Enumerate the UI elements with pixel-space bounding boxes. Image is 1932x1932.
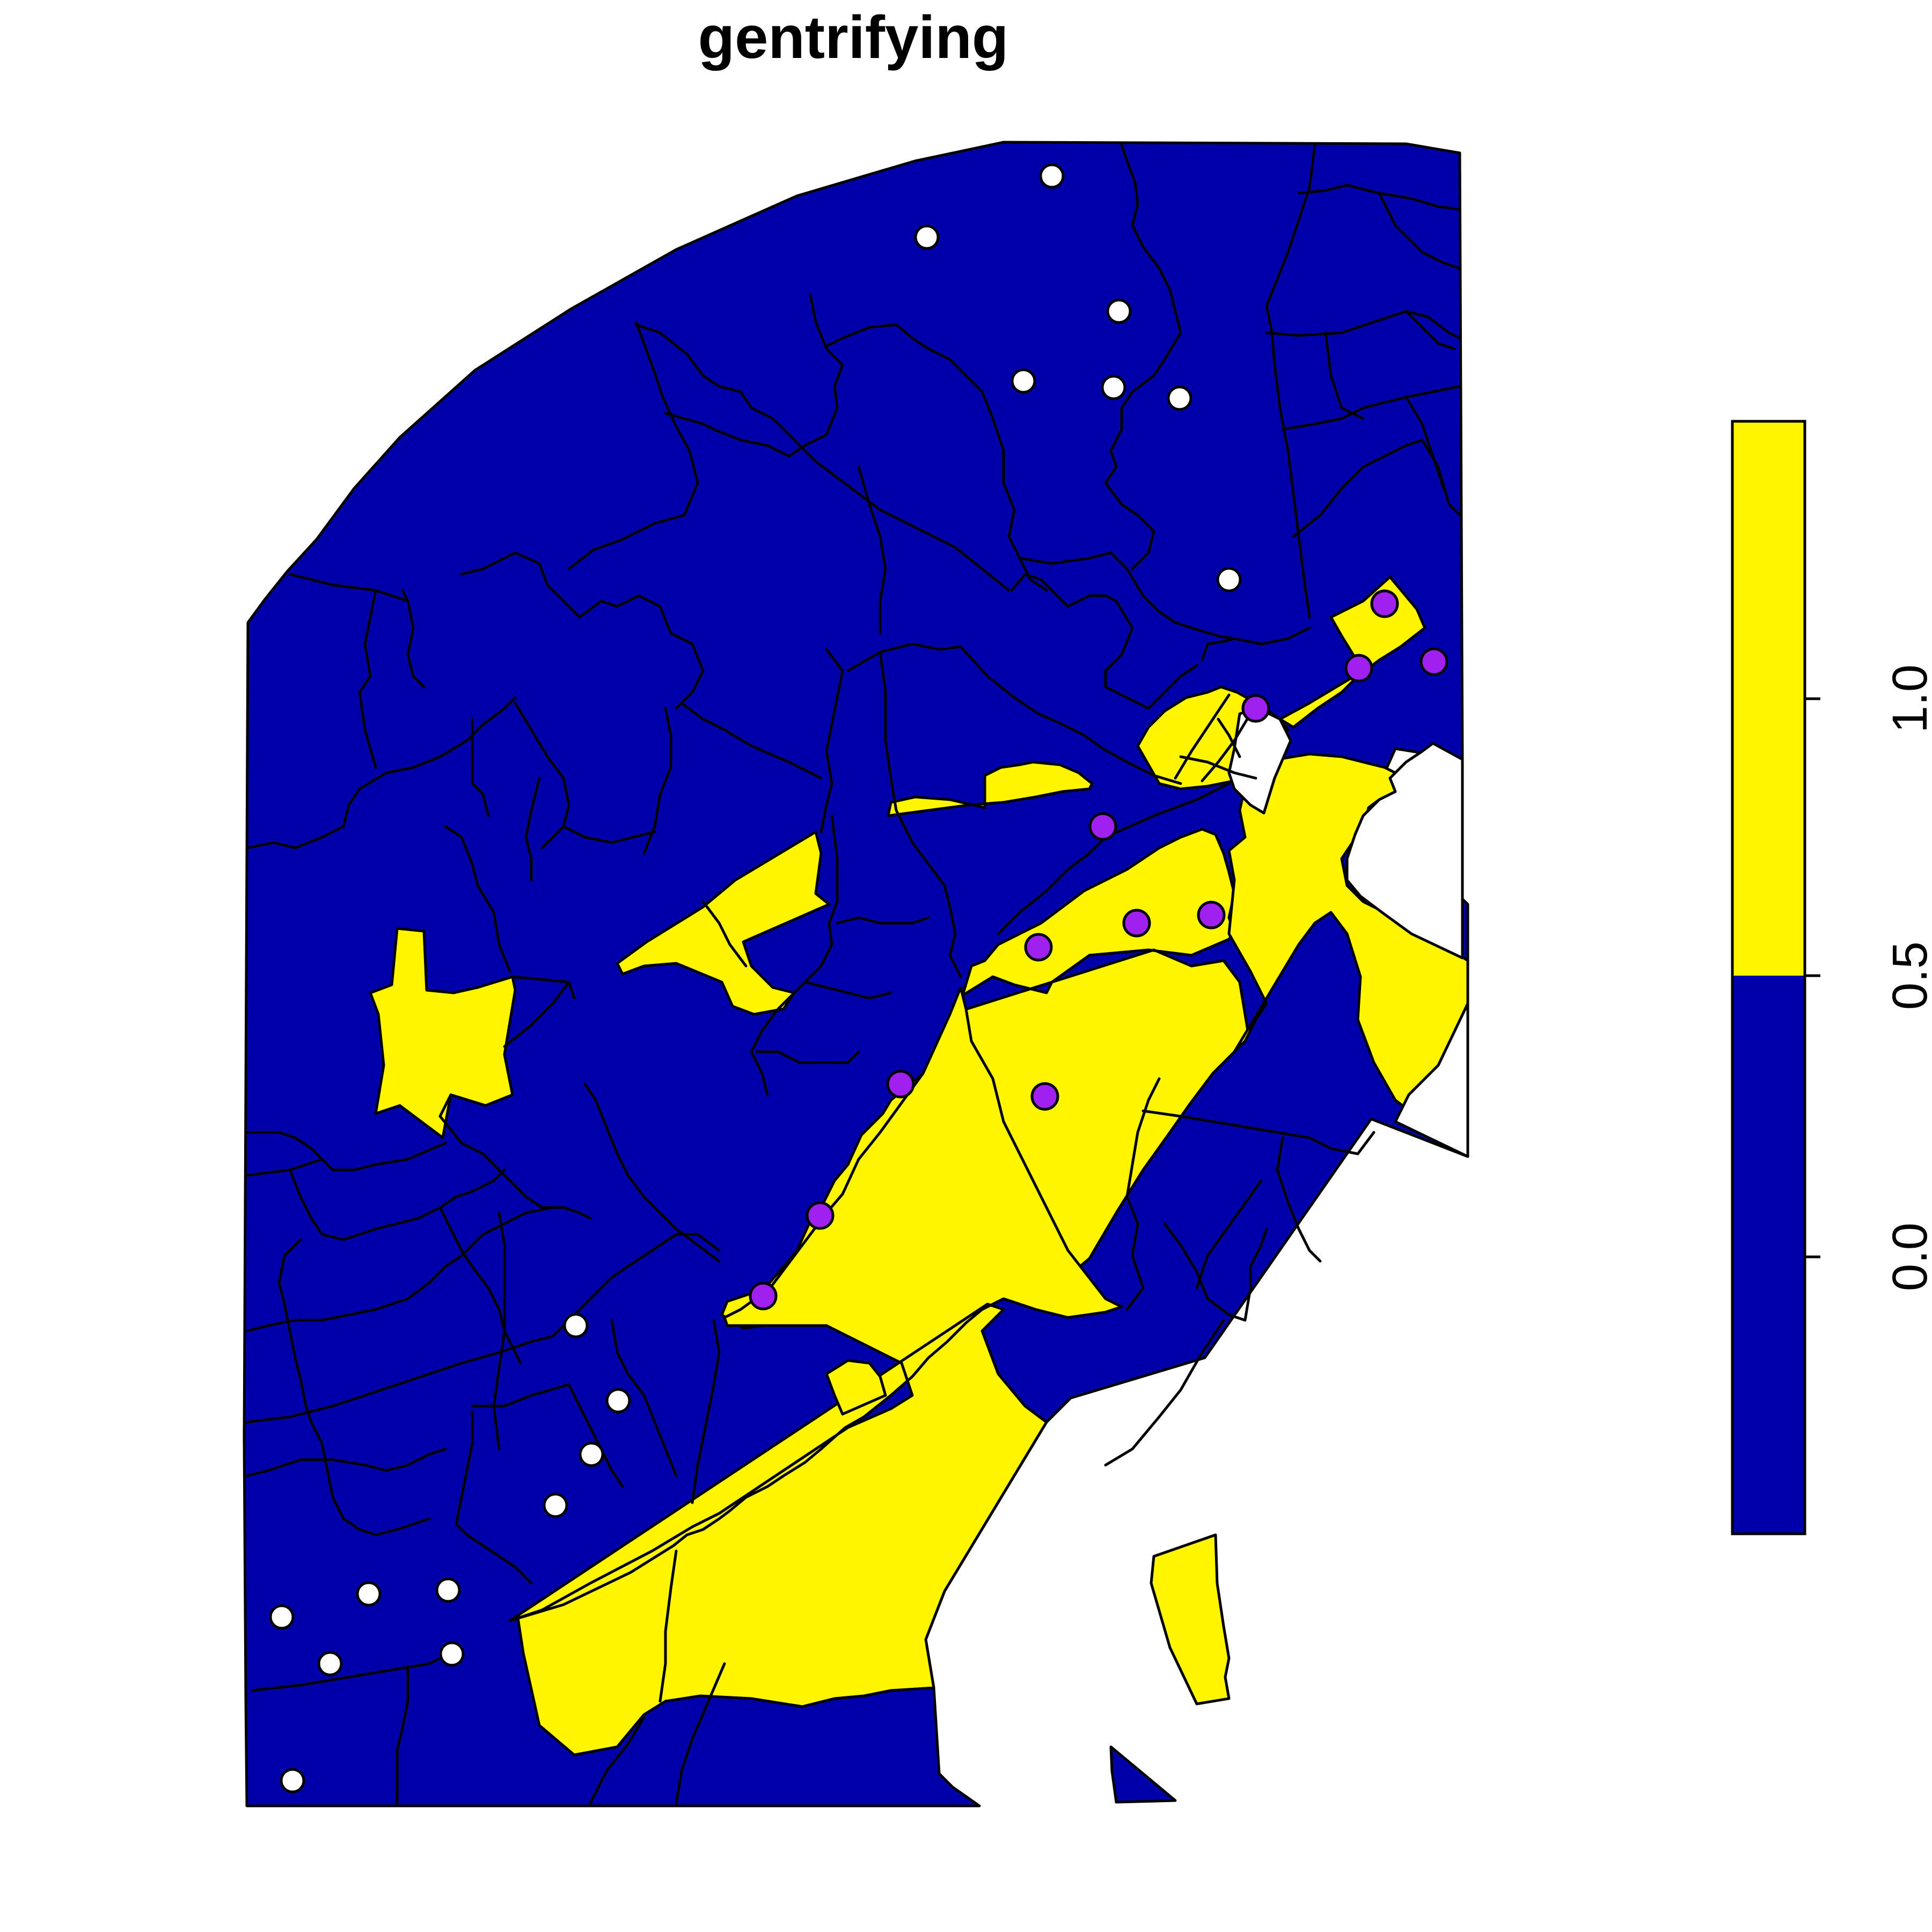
point-other [579,1441,604,1467]
legend-tick-label-0: 0.0 [1883,1223,1932,1291]
point-other [317,1651,343,1677]
point-other [1106,298,1132,324]
legend-band-low [1732,976,1805,1534]
yellow-tract-west [369,927,517,1139]
point-other [269,1604,295,1630]
gentrifying-points [749,589,1448,1311]
point-other [439,1641,465,1667]
point-other [605,1388,631,1414]
point-gentrifying [1241,694,1270,723]
islet-blue [1109,1745,1177,1804]
point-other [1167,385,1192,411]
point-other [356,1581,382,1607]
point-other [435,1577,461,1603]
point-other [1039,163,1065,189]
point-gentrifying [1197,901,1226,930]
map-area [243,141,1469,1807]
legend-tick-label-05: 0.5 [1883,941,1932,1010]
point-gentrifying [1370,589,1399,618]
legend: 0.0 0.5 1.0 [1731,420,1932,1535]
point-gentrifying [806,1201,835,1230]
yellow-tract-central [887,760,1094,817]
point-other [1101,375,1126,400]
islet-yellow [1150,1533,1231,1706]
map-title: gentrifying [698,4,1009,71]
legend-frame [1731,420,1806,1535]
point-gentrifying [1030,1082,1059,1111]
legend-band-high [1732,421,1805,976]
legend-tick-label-1: 1.0 [1883,664,1932,733]
na-tract-east [1345,742,1464,960]
na-tract-southeast [1394,1002,1469,1158]
na-tract-downtown [1227,707,1292,815]
point-other [914,224,940,250]
point-other [543,1492,568,1518]
point-other [280,1768,305,1794]
point-gentrifying [1122,909,1151,938]
point-other [1216,567,1242,592]
point-gentrifying [1419,647,1448,676]
point-gentrifying [886,1070,915,1099]
yellow-tract-south-small [825,1359,887,1416]
point-gentrifying [749,1282,778,1311]
point-gentrifying [1088,812,1117,841]
yellow-tract-strip-a [616,830,831,1016]
other-points [269,163,1242,1794]
point-other [563,1313,589,1338]
point-other [1011,368,1036,394]
point-layer [269,163,1448,1794]
point-gentrifying [1024,933,1053,962]
point-gentrifying [1344,654,1373,683]
